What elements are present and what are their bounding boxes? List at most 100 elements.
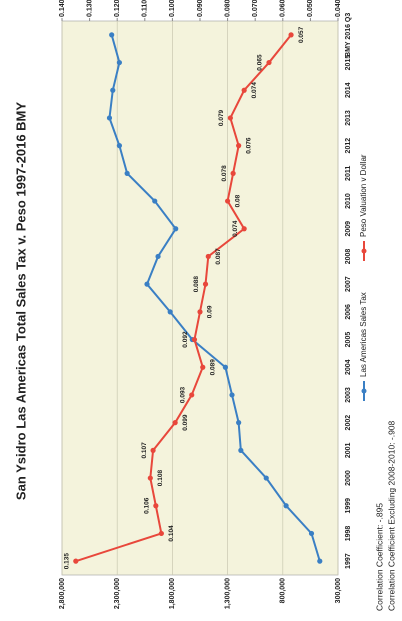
point [263, 475, 269, 481]
point [241, 87, 247, 93]
data-label: 0.104 [168, 525, 175, 542]
y-tick-label: 300,000 [335, 578, 342, 603]
x-tick-label: 2005 [345, 332, 352, 348]
point [266, 59, 272, 66]
point [236, 420, 242, 426]
data-label: 0.057 [298, 26, 305, 43]
series-line [75, 34, 292, 563]
point [150, 447, 156, 453]
y-tick-label: 2,800,000 [59, 578, 66, 609]
series-line [108, 34, 321, 562]
point [153, 503, 159, 509]
y2-tick-label: 0.060 [280, 0, 287, 17]
data-label: 0.078 [221, 165, 228, 182]
point [197, 309, 203, 315]
data-label: 0.107 [141, 442, 148, 459]
x-tick-label: 1998 [345, 526, 352, 542]
y-tick-label: 1,300,000 [224, 578, 231, 609]
y2-tick-label: 0.070 [252, 0, 259, 17]
point [238, 447, 244, 453]
point [189, 392, 195, 398]
x-tick-label: 2011 [345, 166, 352, 181]
x-tick-label: 2008 [345, 249, 352, 265]
point [158, 530, 164, 537]
point [173, 226, 179, 232]
legend-label: Peso Valuation v Dollar [359, 154, 368, 237]
data-label: 0.099 [182, 414, 189, 431]
x-tick-label: BMY 2016 Q3 [345, 13, 352, 57]
point [236, 143, 242, 149]
data-label: 0.076 [245, 137, 252, 154]
point [200, 364, 206, 370]
point [144, 281, 150, 287]
x-tick-label: 2012 [345, 138, 352, 154]
point [155, 253, 161, 260]
point [167, 309, 173, 315]
point [229, 392, 235, 398]
y-tick-label: 1,800,000 [169, 578, 176, 609]
annotation: Correlation Coefficient: -.895 [374, 503, 384, 611]
x-tick-label: 2010 [345, 193, 352, 209]
x-tick-label: 1999 [345, 498, 352, 514]
y2-tick-label: 0.040 [335, 0, 342, 17]
chart-title: San Ysidro Las Americas Total Sales Tax … [13, 102, 28, 500]
y2-tick-label: 0.110 [142, 0, 149, 17]
point [106, 115, 113, 121]
y-tick-label: 2,300,000 [114, 578, 121, 609]
y2-tick-label: 0.130 [86, 0, 93, 17]
rotated-chart: San Ysidro Las Americas Total Sales Tax … [13, 0, 396, 611]
point [73, 558, 79, 564]
point [124, 170, 130, 176]
point [308, 530, 315, 537]
x-tick-label: 2014 [345, 82, 352, 98]
point [109, 32, 115, 38]
plot-area [61, 20, 339, 576]
point [230, 170, 236, 176]
y2-tick-label: 0.090 [197, 0, 204, 17]
data-label: 0.088 [193, 276, 200, 293]
x-tick-label: 2003 [345, 387, 352, 403]
y2-tick-label: 0.100 [169, 0, 176, 17]
point [241, 226, 247, 232]
y2-tick-label: 0.120 [114, 0, 121, 17]
data-label: 0.087 [215, 248, 222, 265]
x-tick-label: 2009 [345, 221, 352, 237]
point [225, 198, 231, 204]
x-tick-label: 2002 [345, 415, 352, 431]
point [205, 253, 211, 260]
data-label: 0.106 [144, 497, 151, 514]
point [222, 364, 228, 370]
annotation: Correlation Coefficient Excluding 2008-2… [386, 420, 396, 611]
x-tick-label: 2007 [345, 276, 352, 292]
point [283, 503, 289, 509]
y2-tick-label: 0.050 [307, 0, 314, 17]
legend-label: Las Americas Sales Tax [359, 292, 368, 377]
data-label: 0.108 [157, 470, 164, 487]
data-label: 0.089 [209, 359, 216, 376]
legend-marker [361, 248, 367, 254]
data-label: 0.065 [257, 54, 264, 71]
data-label: 0.135 [64, 553, 71, 570]
y2-tick-label: 0.140 [59, 0, 66, 17]
x-tick-label: 2013 [345, 110, 352, 126]
point [147, 475, 153, 481]
x-tick-label: 2000 [345, 470, 352, 486]
y2-tick-label: 0.080 [224, 0, 231, 17]
point [172, 420, 178, 426]
y-tick-label: 800,000 [280, 578, 287, 603]
x-tick-label: 2015 [345, 55, 352, 71]
point [116, 59, 123, 66]
point [191, 336, 198, 343]
x-tick-label: 2006 [345, 304, 352, 320]
data-label: 0.093 [179, 386, 186, 403]
x-tick-label: 2004 [345, 359, 352, 375]
point [152, 198, 158, 204]
data-label: 0.092 [182, 331, 189, 348]
data-label: 0.09 [207, 305, 214, 318]
point [110, 87, 116, 93]
x-tick-label: 2001 [345, 442, 352, 458]
legend-marker [361, 388, 367, 394]
data-label: 0.074 [232, 220, 239, 237]
data-label: 0.074 [251, 82, 258, 99]
